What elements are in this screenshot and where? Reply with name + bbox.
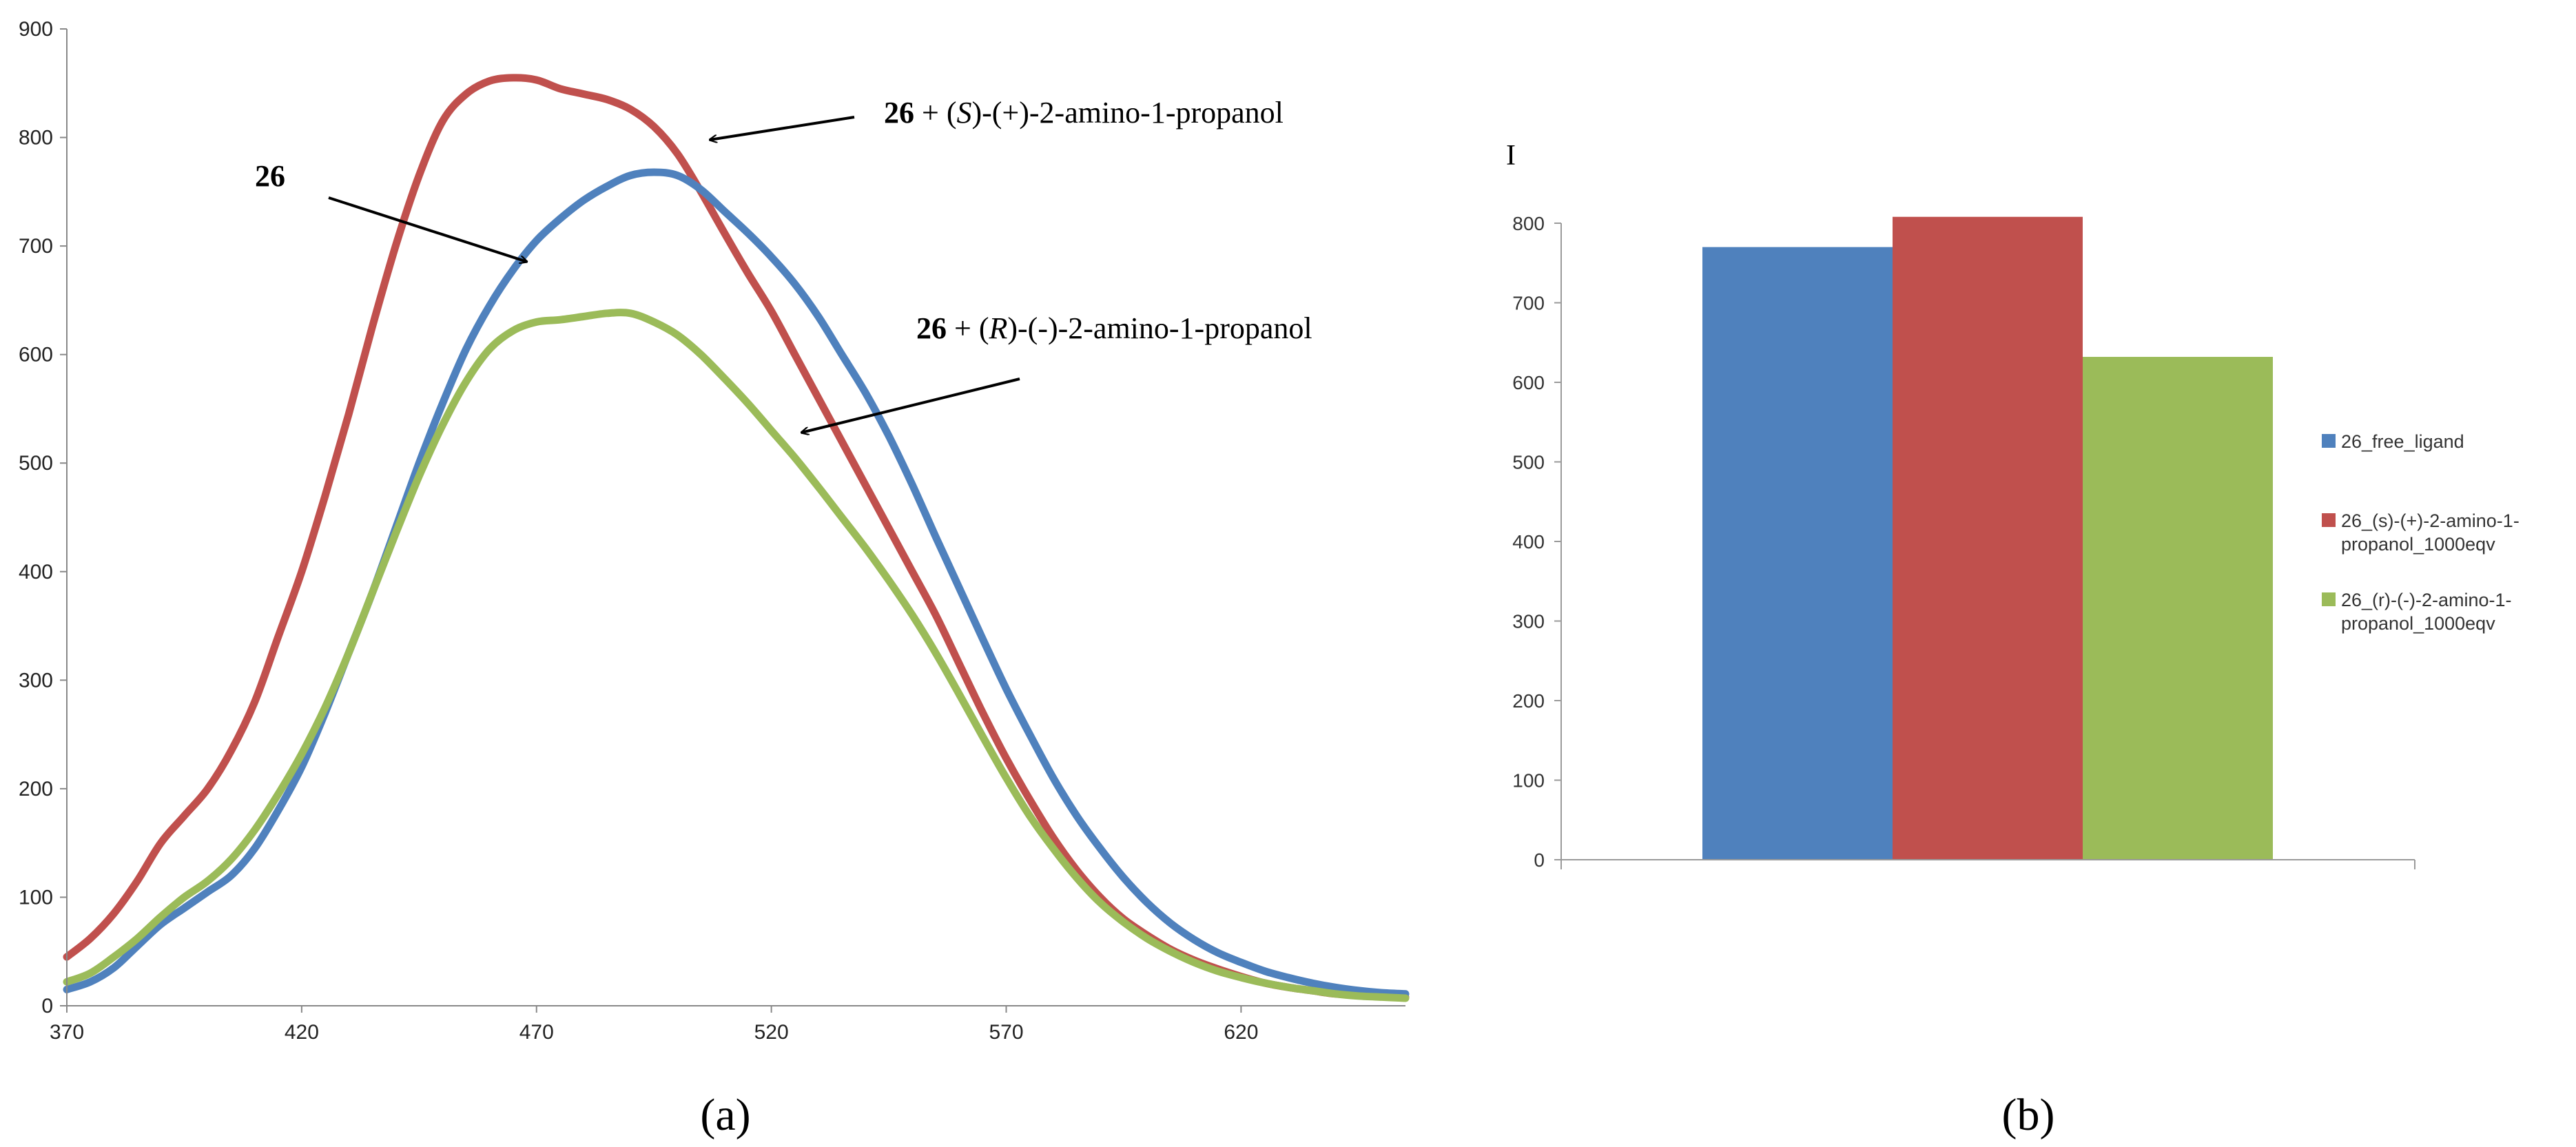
- legend: 26_free_ligand 26_(s)-(+)-2-amino-1-propa…: [2322, 431, 2520, 634]
- legend-label-2: 26_(r)-(-)-2-amino-1-: [2341, 590, 2512, 610]
- bar-1: [1893, 216, 2083, 860]
- y-axis-ticks-b: 0 100 200 300 400 500 600 700 800: [1512, 213, 1561, 871]
- y-tick-label: 500: [19, 452, 53, 475]
- y-tick-label-b: 100: [1512, 770, 1545, 792]
- bar-2: [2083, 357, 2273, 860]
- annotation-s-propanol: 26 + (S)-(+)-2-amino-1-propanol: [884, 96, 1284, 130]
- legend-swatch-0: [2322, 434, 2336, 448]
- y-tick-label: 100: [19, 886, 53, 909]
- y-tick-label: 700: [19, 235, 53, 258]
- annotation-arrows: [328, 116, 1020, 433]
- y-tick-label-b: 300: [1512, 611, 1545, 632]
- legend-swatch-2: [2322, 592, 2336, 606]
- line-chart-panel: 0 100 200 300 400 500 600 700 800 900 370 420 470 52…: [19, 18, 1410, 1140]
- y-tick-label: 300: [19, 669, 53, 692]
- y-tick-label: 800: [19, 127, 53, 149]
- bar-group: [1702, 216, 2273, 860]
- bar-0: [1702, 247, 1893, 860]
- y-tick-label: 900: [19, 18, 53, 41]
- y-tick-label-b: 700: [1512, 293, 1545, 314]
- y-tick-label-b: 500: [1512, 452, 1545, 473]
- series-line-2: [63, 309, 1410, 1002]
- y-tick-label-b: 800: [1512, 213, 1545, 234]
- legend-label-1: 26_(s)-(+)-2-amino-1-: [2341, 510, 2520, 531]
- annotation-arrow-r: [801, 378, 1020, 433]
- y-tick-label-b: 400: [1512, 531, 1545, 552]
- bar-chart-panel: I 0 100 200 300 400 500 600 700 800 26_free_liga…: [1506, 140, 2520, 1140]
- annotation-arrow-s: [710, 116, 855, 140]
- y-tick-label-b: 0: [1534, 849, 1545, 871]
- x-tick-label: 470: [519, 1021, 554, 1044]
- legend-label-1: propanol_1000eqv: [2341, 534, 2495, 555]
- x-tick-label: 570: [989, 1021, 1023, 1044]
- y-tick-label: 600: [19, 344, 53, 366]
- annotation-26: 26: [255, 159, 285, 193]
- x-tick-label: 420: [285, 1021, 319, 1044]
- y-tick-label-b: 200: [1512, 690, 1545, 712]
- line-series-group: [63, 74, 1410, 1002]
- x-tick-label: 620: [1224, 1021, 1258, 1044]
- panel-label-a: (a): [700, 1090, 750, 1140]
- annotation-arrow-26: [328, 196, 527, 262]
- x-tick-label: 520: [754, 1021, 789, 1044]
- y-tick-label: 400: [19, 561, 53, 583]
- legend-label-2: propanol_1000eqv: [2341, 613, 2495, 634]
- x-tick-label: 370: [50, 1021, 84, 1044]
- y-tick-label: 0: [41, 995, 53, 1017]
- legend-label-0: 26_free_ligand: [2341, 431, 2464, 452]
- y-axis-label: I: [1506, 140, 1516, 172]
- legend-swatch-1: [2322, 513, 2336, 527]
- y-tick-label: 200: [19, 778, 53, 800]
- panel-label-b: (b): [2002, 1090, 2055, 1140]
- series-line-0: [63, 168, 1410, 998]
- x-axis-ticks: 370 420 470 520 570 620: [50, 1006, 1258, 1044]
- annotation-r-propanol: 26 + (R)-(-)-2-amino-1-propanol: [916, 311, 1312, 345]
- y-axis-ticks: 0 100 200 300 400 500 600 700 800 900: [19, 18, 67, 1017]
- y-tick-label-b: 600: [1512, 372, 1545, 393]
